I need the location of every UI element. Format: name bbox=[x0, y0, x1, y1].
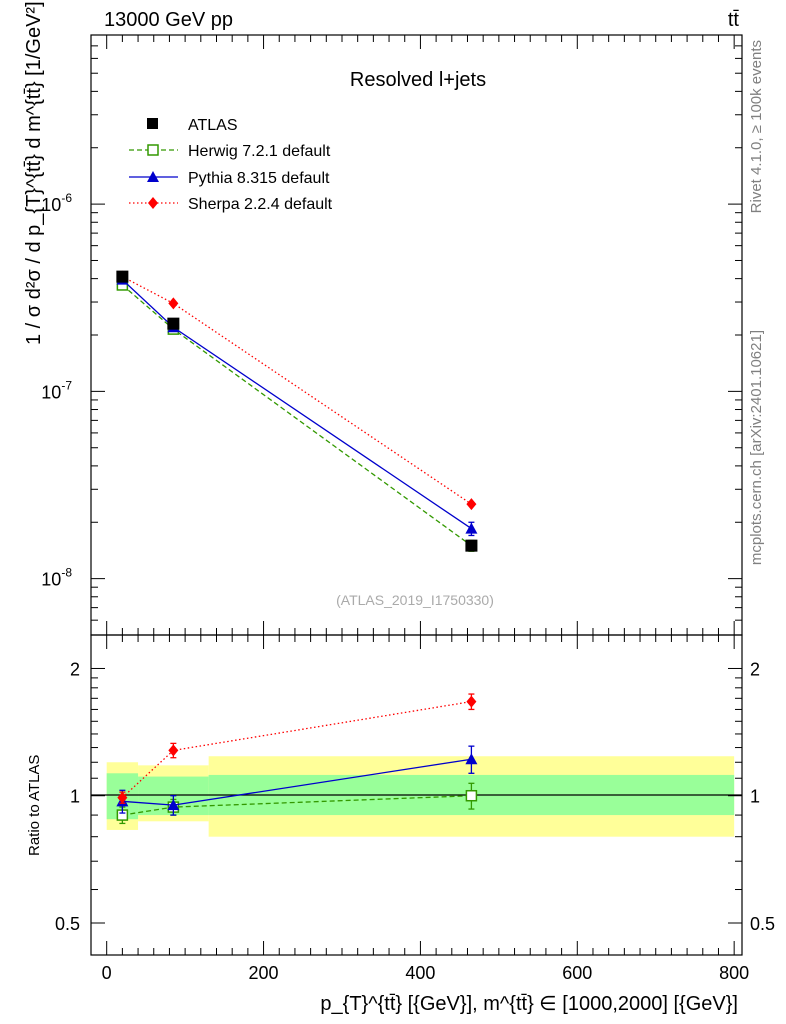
legend-marker-sherpa bbox=[148, 197, 158, 209]
main-y-tick-exponent: -8 bbox=[61, 566, 72, 580]
ratio-point-sherpa bbox=[466, 695, 477, 708]
main-panel: Resolved l+jets 1 / σ d²σ / d p_{T}^{tt̄… bbox=[23, 1, 743, 636]
legend-label-atlas: ATLAS bbox=[188, 117, 238, 134]
ratio-x-ticks: 0 200 400 600 800 bbox=[102, 635, 749, 983]
side-label-rivet: Rivet 4.1.0, ≥ 100k events bbox=[748, 40, 765, 213]
legend-marker-pythia bbox=[147, 171, 159, 182]
main-y-tick-label: 10-7 bbox=[41, 378, 72, 402]
x-tick-label: 0 bbox=[102, 963, 112, 983]
main-point-atlas bbox=[167, 317, 180, 330]
x-tick-label: 200 bbox=[249, 963, 279, 983]
legend-label-herwig: Herwig 7.2.1 default bbox=[188, 143, 331, 160]
x-tick-label: 400 bbox=[405, 963, 435, 983]
ratio-uncertainty-bands bbox=[106, 756, 735, 837]
x-axis-label: p_{T}^{tt̄} [{GeV}], m^{tt̄} ∈ [1000,200… bbox=[320, 993, 738, 1015]
main-x-ticks bbox=[106, 35, 735, 635]
ratio-y-tick-label-right: 0.5 bbox=[750, 914, 775, 934]
ratio-y-tick-label-right: 2 bbox=[750, 659, 760, 679]
header-energy-label: 13000 GeV pp bbox=[104, 9, 233, 31]
x-tick-label: 800 bbox=[719, 963, 749, 983]
main-y-tick-label: 10-6 bbox=[41, 191, 72, 215]
legend-label-sherpa: Sherpa 2.2.4 default bbox=[188, 196, 333, 213]
ratio-y-axis-label: Ratio to ATLAS bbox=[26, 755, 43, 856]
ratio-y-tick-label-left: 0.5 bbox=[55, 914, 80, 934]
header-process-label: tt̄ bbox=[728, 9, 740, 31]
x-tick-label: 600 bbox=[562, 963, 592, 983]
side-label-mcplots: mcplots.cern.ch [arXiv:2401.10621] bbox=[748, 330, 765, 565]
legend: ATLAS Herwig 7.2.1 default Pythia 8.315 … bbox=[129, 117, 333, 213]
main-y-axis-label: 1 / σ d²σ / d p_{T}^{tt̄} d m^{tt̄} [1/G… bbox=[23, 1, 45, 345]
main-series bbox=[116, 270, 478, 552]
ratio-y-tick-label-left: 2 bbox=[70, 659, 80, 679]
main-y-tick-exponent: -7 bbox=[61, 378, 72, 392]
legend-label-pythia: Pythia 8.315 default bbox=[188, 170, 330, 187]
main-point-sherpa bbox=[168, 297, 179, 310]
main-line-sherpa bbox=[122, 276, 472, 505]
legend-marker-herwig bbox=[147, 144, 159, 156]
main-point-pythia bbox=[465, 522, 478, 534]
ratio-series bbox=[116, 693, 478, 825]
main-point-atlas bbox=[116, 270, 129, 283]
main-y-ticks: 10-8 10-7 10-6 bbox=[41, 34, 742, 636]
main-line-pythia bbox=[121, 279, 472, 530]
ratio-y-tick-label-left: 1 bbox=[70, 787, 80, 807]
main-y-tick-label: 10-8 bbox=[41, 566, 72, 590]
ratio-point-sherpa bbox=[117, 791, 128, 804]
ratio-y-ticks: 0.5 0.5 1 1 2 2 bbox=[55, 659, 775, 934]
main-point-sherpa bbox=[466, 498, 477, 511]
main-title: Resolved l+jets bbox=[350, 69, 486, 91]
ratio-plot-frame bbox=[90, 634, 743, 956]
main-y-tick-exponent: -6 bbox=[61, 191, 72, 205]
ratio-point-sherpa bbox=[168, 744, 179, 757]
ratio-panel: 0.5 0.51 12 2 0 200 400 600 800 Ratio to ATLAS … bbox=[26, 634, 775, 1015]
ratio-point-herwig bbox=[465, 789, 478, 802]
analysis-watermark: (ATLAS_2019_I1750330) bbox=[336, 592, 494, 608]
ratio-y-tick-label-right: 1 bbox=[750, 787, 760, 807]
legend-marker-atlas bbox=[147, 118, 158, 129]
main-point-atlas bbox=[465, 539, 478, 552]
ratio-point-pythia bbox=[167, 799, 180, 811]
ratio-point-pythia bbox=[465, 753, 478, 765]
